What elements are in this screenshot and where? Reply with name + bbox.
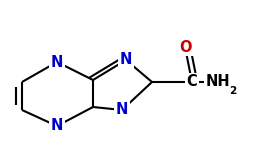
Text: N: N xyxy=(51,118,63,133)
Text: N: N xyxy=(116,103,128,118)
Text: N: N xyxy=(51,55,63,70)
Text: C: C xyxy=(187,75,197,90)
Text: O: O xyxy=(179,39,191,55)
Text: N: N xyxy=(120,52,132,67)
Text: 2: 2 xyxy=(229,86,236,96)
Text: NH: NH xyxy=(206,75,230,90)
